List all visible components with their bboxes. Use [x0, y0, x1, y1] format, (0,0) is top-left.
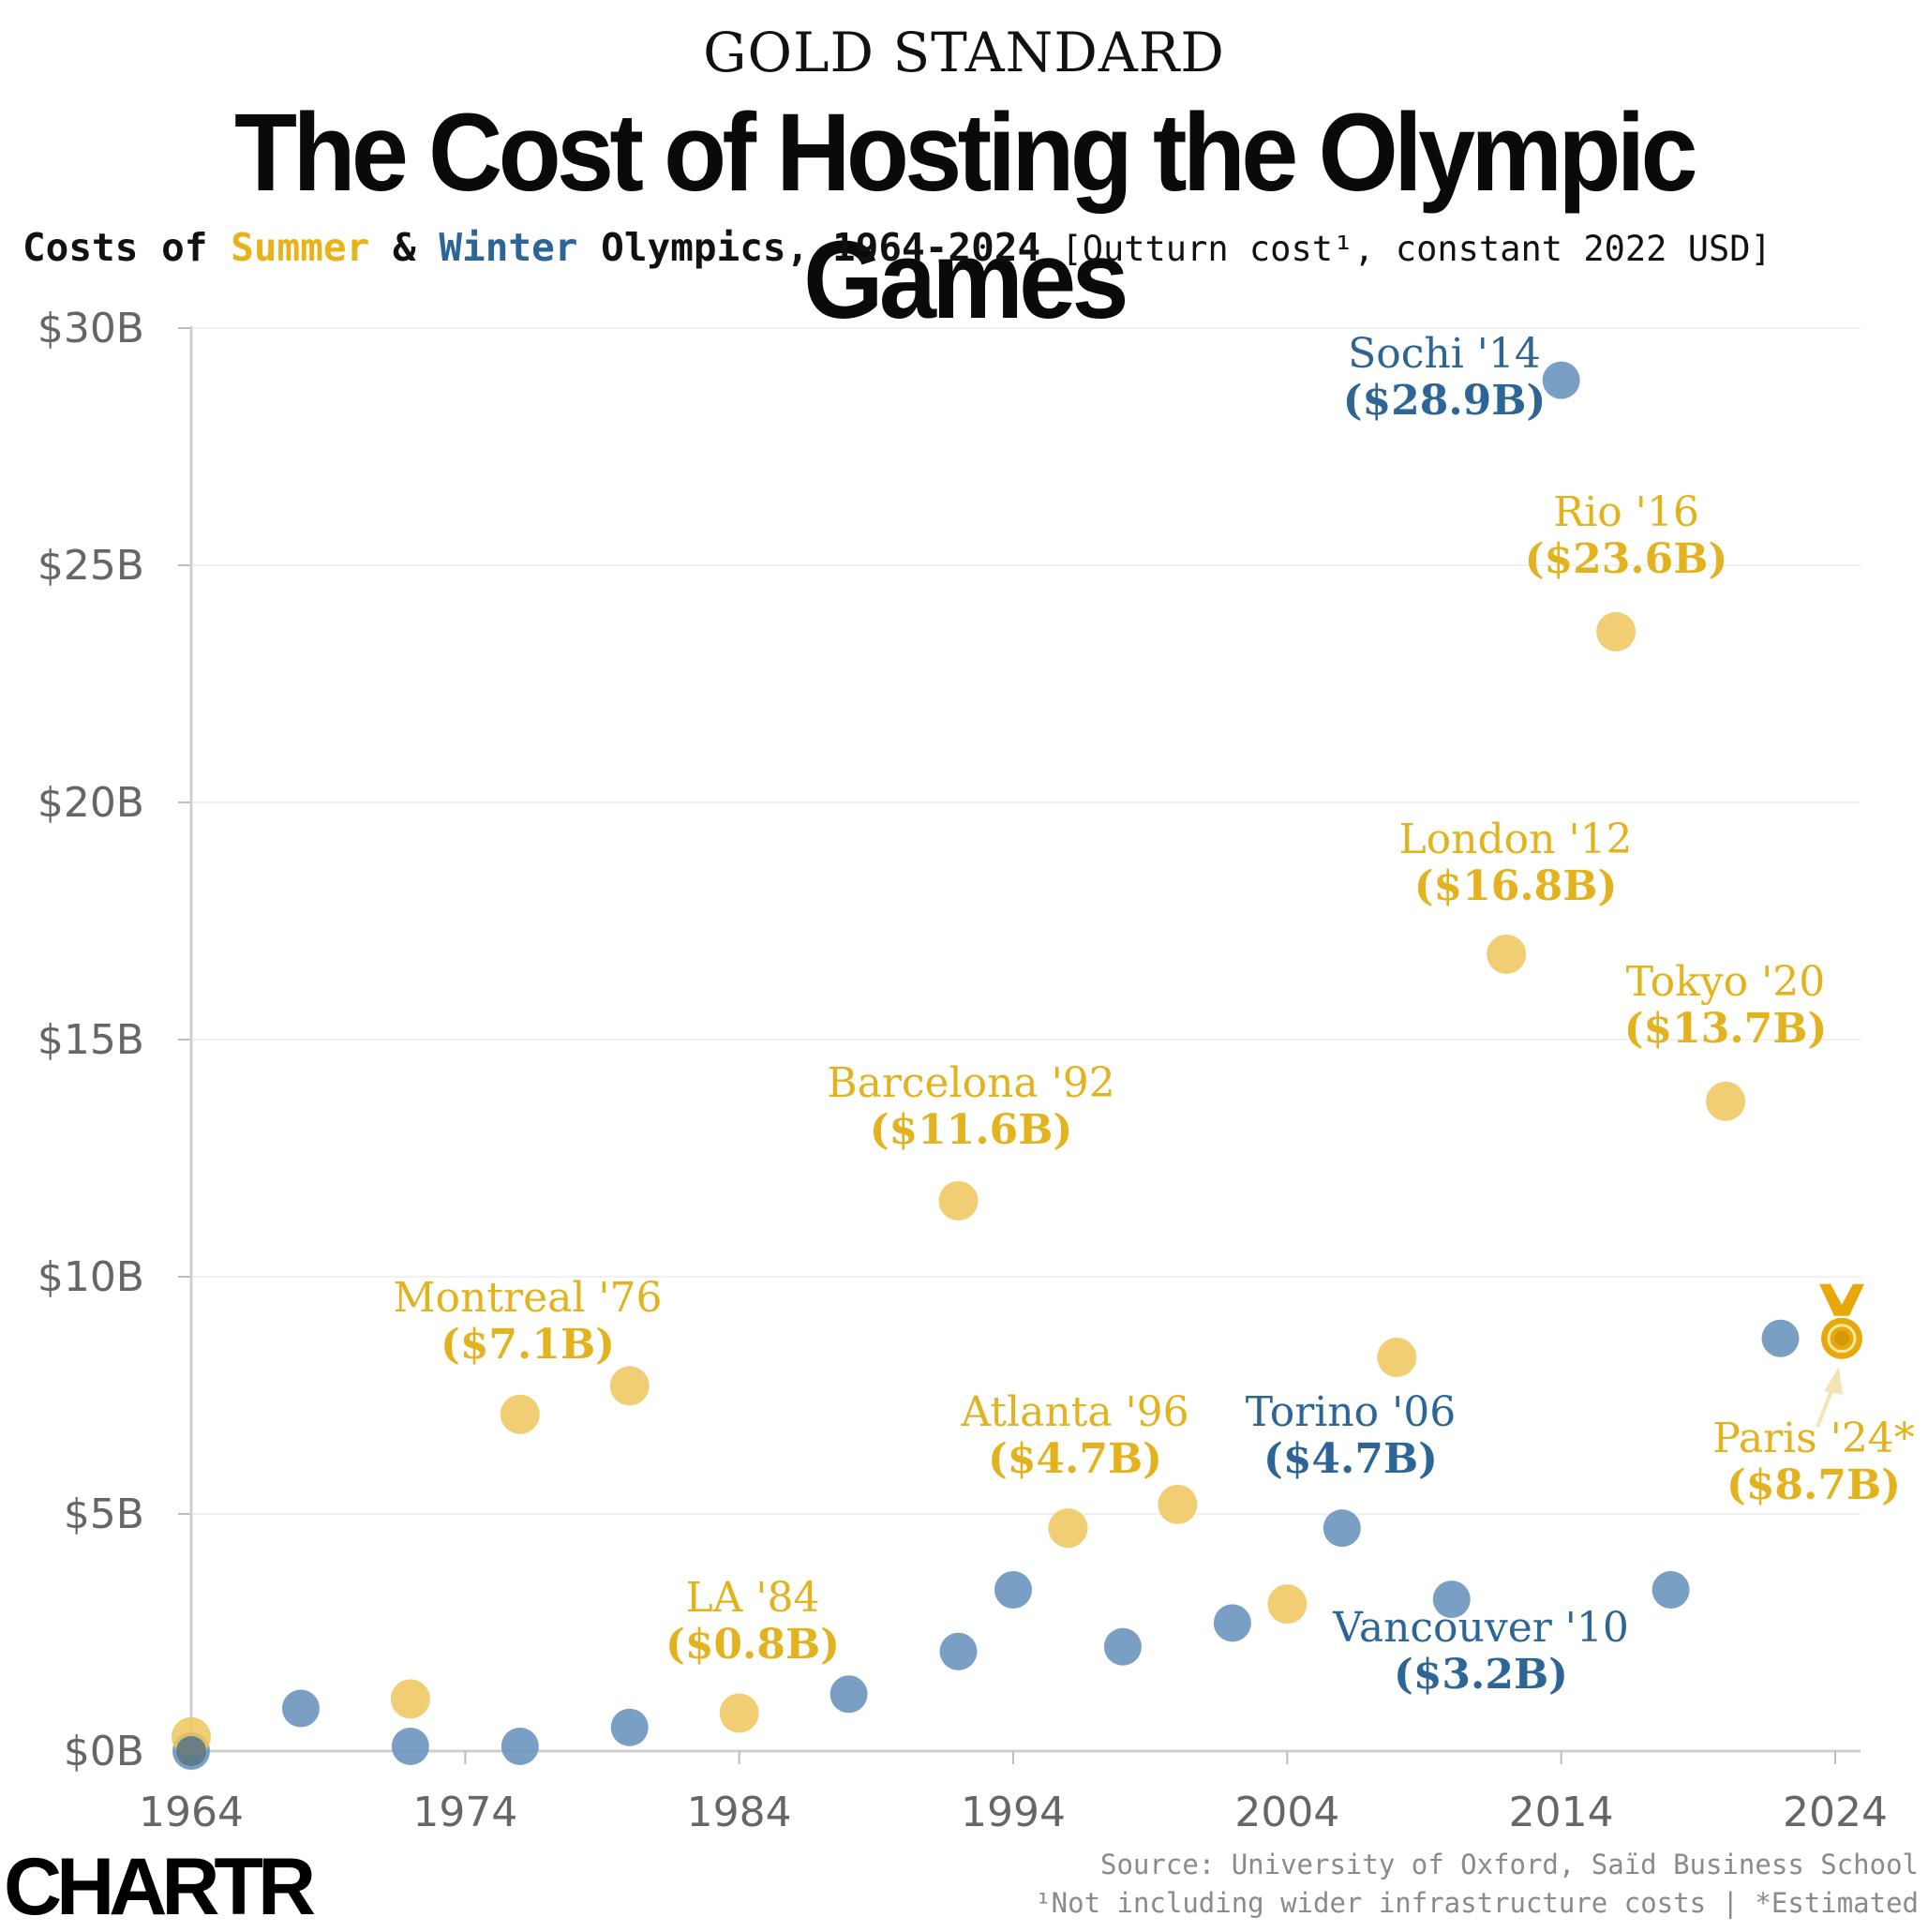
y-tick-label: $20B — [37, 779, 144, 827]
winter-point — [829, 1675, 868, 1714]
x-tick-label: 1984 — [687, 1789, 792, 1836]
chart-kicker: GOLD STANDARD — [703, 21, 1225, 84]
annotation-value: ($0.8B) — [665, 1621, 840, 1669]
winter-point — [1542, 361, 1580, 399]
summer-point — [1706, 1081, 1746, 1121]
winter-point — [1213, 1604, 1251, 1642]
x-tick-label: 2014 — [1509, 1789, 1614, 1836]
annotation-name: Vancouver '10 — [1332, 1604, 1629, 1652]
summer-point — [390, 1679, 430, 1719]
y-tick-label: $30B — [37, 305, 144, 352]
y-tick-label: $15B — [37, 1016, 144, 1064]
winter-point — [1652, 1570, 1690, 1609]
x-tick-label: 2004 — [1234, 1789, 1339, 1836]
y-tick-label: $25B — [37, 542, 144, 590]
annotation-name: Barcelona '92 — [827, 1059, 1114, 1107]
winter-point — [391, 1727, 429, 1765]
annotation-value: ($8.7B) — [1726, 1461, 1901, 1509]
annotation-value: ($3.2B) — [1394, 1651, 1568, 1699]
subtitle-winter: Winter — [439, 225, 578, 270]
x-tick-label: 1974 — [412, 1789, 517, 1836]
annotation-name: Torino '06 — [1246, 1388, 1456, 1436]
subtitle-unit: [Outturn cost¹, constant 2022 USD] — [1040, 229, 1771, 269]
annotation-value: ($4.7B) — [1263, 1435, 1438, 1483]
annotation-value: ($23.6B) — [1525, 535, 1728, 583]
annotation-name: Tokyo '20 — [1626, 958, 1826, 1006]
chart-title: The Cost of Hosting the Olympic Games — [234, 91, 1698, 342]
source-note: Source: University of Oxford, Saïd Busin… — [1100, 1849, 1919, 1880]
winter-point — [1323, 1509, 1361, 1548]
chart-subtitle: Costs of Summer & Winter Olympics, 1964-… — [22, 225, 1771, 270]
winter-point — [281, 1689, 320, 1728]
winter-point — [939, 1632, 978, 1670]
winter-point — [1103, 1627, 1142, 1666]
y-tick-label: $10B — [37, 1253, 144, 1301]
winter-point — [1761, 1319, 1800, 1357]
annotation-value: ($16.8B) — [1414, 862, 1618, 910]
medal-center-icon — [1834, 1330, 1849, 1346]
annotation-value: ($4.7B) — [988, 1435, 1162, 1483]
winter-point — [994, 1570, 1032, 1609]
annotation-value: ($28.9B) — [1343, 377, 1547, 425]
summer-point — [1267, 1584, 1308, 1625]
annotation-name: Montreal '76 — [393, 1274, 662, 1322]
x-tick-label: 1994 — [961, 1789, 1066, 1836]
summer-point — [1158, 1484, 1198, 1524]
subtitle-prefix: Costs of — [22, 225, 232, 270]
summer-point — [1377, 1338, 1417, 1378]
summer-point — [1487, 934, 1527, 974]
summer-point — [719, 1693, 759, 1733]
x-tick-label: 1964 — [139, 1789, 244, 1836]
summer-point — [500, 1394, 540, 1434]
winter-point-overlap — [176, 1736, 206, 1766]
y-tick-label: $0B — [64, 1728, 144, 1775]
annotation-value: ($11.6B) — [870, 1106, 1073, 1154]
summer-point — [1048, 1508, 1088, 1549]
annotation-name: LA '84 — [685, 1574, 819, 1622]
medal-inner-ring-icon — [1827, 1324, 1857, 1354]
annotation-value: ($13.7B) — [1624, 1005, 1828, 1053]
footnote: ¹Not including wider infrastructure cost… — [1035, 1887, 1919, 1919]
annotation-name: Rio '16 — [1553, 488, 1699, 536]
winter-point — [501, 1727, 539, 1765]
annotation-value: ($7.1B) — [441, 1321, 615, 1369]
paris-arrow-head-icon — [1824, 1367, 1843, 1395]
chartr-logo: CHARTR — [4, 1842, 316, 1932]
subtitle-summer: Summer — [231, 225, 370, 270]
summer-point — [1596, 611, 1637, 651]
summer-point — [609, 1366, 650, 1406]
winter-point — [1432, 1580, 1471, 1619]
annotation-name: London '12 — [1398, 816, 1632, 863]
medal-ribbon-icon — [1819, 1283, 1864, 1316]
annotation-name: Sochi '14 — [1348, 330, 1541, 378]
summer-point — [938, 1181, 979, 1221]
annotation-name: Atlanta '96 — [960, 1388, 1188, 1436]
subtitle-rest: Olympics, 1964-2024 — [577, 225, 1041, 270]
winter-point — [610, 1708, 649, 1746]
annotation-name: Paris '24* — [1712, 1415, 1915, 1462]
x-tick-label: 2024 — [1783, 1789, 1888, 1836]
y-tick-label: $5B — [64, 1490, 144, 1538]
subtitle-amp: & — [369, 225, 440, 270]
